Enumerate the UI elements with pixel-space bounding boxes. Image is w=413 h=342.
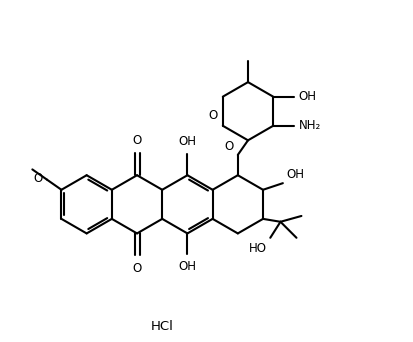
Text: OH: OH [178,135,196,148]
Text: O: O [208,109,217,122]
Text: HO: HO [248,242,266,255]
Text: NH₂: NH₂ [298,119,320,132]
Text: O: O [223,140,233,153]
Text: O: O [33,172,43,185]
Text: OH: OH [178,260,196,273]
Text: O: O [132,134,141,147]
Text: HCl: HCl [150,320,173,333]
Text: OH: OH [298,90,316,103]
Text: OH: OH [285,168,304,181]
Text: O: O [132,262,141,275]
